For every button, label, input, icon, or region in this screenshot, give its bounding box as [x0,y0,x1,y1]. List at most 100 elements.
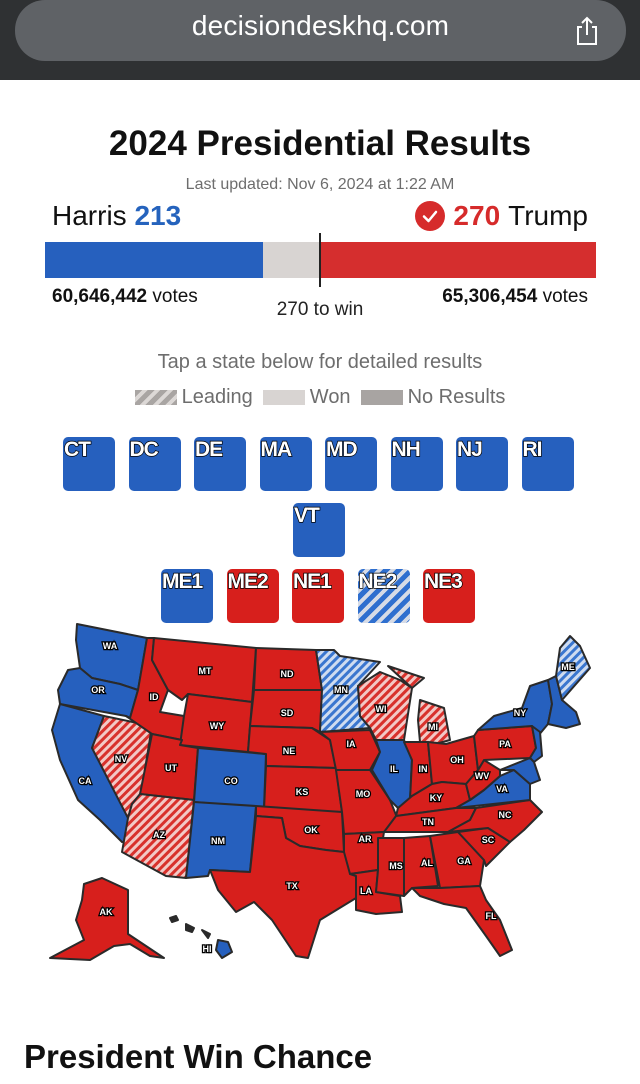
win-chance-heading: President Win Chance [24,1038,373,1075]
tile-ct[interactable]: CT [63,437,115,491]
label-mo: MO [356,789,371,799]
state-nc[interactable] [447,799,543,843]
rep-bar-segment [319,242,596,278]
tile-vt[interactable]: VT [293,503,345,557]
label-co: CO [224,776,238,786]
instructions: Tap a state below for detailed results [157,351,483,373]
label-nm: NM [211,836,225,846]
label-nd: ND [281,669,294,679]
label-ut: UT [165,763,177,773]
dem-candidate: Harris 213 [52,200,181,232]
tile-label: MD [325,437,358,461]
dem-name: Harris [52,200,127,231]
label-ky: KY [430,793,443,803]
browser-toolbar: decisiondeskhq.com [0,0,640,80]
state-fl[interactable] [411,885,513,957]
tile-row-2: VT [293,503,345,557]
striped-swatch [134,390,177,405]
page-title: 2024 Presidential Results [108,124,532,163]
rep-name: Trump [508,200,588,231]
label-me: ME [561,662,575,672]
label-ia: IA [347,739,357,749]
tile-ne1[interactable]: NE1 [292,569,344,623]
rep-popular-votes: 65,306,454 votes [442,286,588,308]
tile-label: DE [194,437,224,461]
rep-candidate: 270 Trump [415,200,588,232]
uncalled-bar-segment [263,242,319,278]
label-fl: FL [486,911,497,921]
label-in: IN [419,764,428,774]
tile-ri[interactable]: RI [521,437,574,491]
tile-md[interactable]: MD [325,437,377,491]
rep-votes-count: 65,306,454 [442,286,538,307]
label-tn: TN [422,817,434,827]
dem-bar-segment [45,242,263,278]
label-ok: OK [304,825,318,835]
label-ga: GA [457,856,471,866]
check-circle-icon [415,201,446,231]
label-az: AZ [153,830,165,840]
rep-votes-label: votes [542,286,588,307]
label-mi: MI [428,722,438,732]
label-ar: AR [359,834,372,844]
tile-label: NE3 [423,569,463,593]
tile-label: NE2 [358,569,398,593]
tile-dc[interactable]: DC [128,437,181,491]
light-swatch [262,390,305,405]
label-ne: NE [283,746,296,756]
tile-me2[interactable]: ME2 [226,569,279,623]
tile-label: NJ [456,437,483,461]
tile-de[interactable]: DE [194,437,246,491]
label-sc: SC [482,835,495,845]
label-wv: WV [475,771,490,781]
label-id: ID [150,692,160,702]
dem-votes-label: votes [152,286,198,307]
label-mt: MT [199,666,212,676]
label-pa: PA [499,739,511,749]
win-threshold-marker [319,233,321,287]
label-sd: SD [281,708,294,718]
label-ak: AK [100,907,113,917]
label-al: AL [421,858,433,868]
label-or: OR [91,685,105,695]
tile-nj[interactable]: NJ [456,437,508,491]
label-ms: MS [389,861,403,871]
legend-label: Leading [181,386,253,408]
label-ks: KS [296,787,309,797]
tile-label: NH [391,437,422,461]
electoral-vote-bar [45,242,596,278]
address-bar[interactable]: decisiondeskhq.com [15,0,626,61]
tile-ma[interactable]: MA [259,437,312,491]
legend-label: No Results [407,386,506,408]
label-wi: WI [376,704,387,714]
us-electoral-map: WA OR CA NV ID MT WY UT AZ CO NM ND SD N… [49,623,591,961]
state-tx[interactable] [209,815,357,959]
label-mn: MN [334,685,348,695]
tile-nh[interactable]: NH [390,437,443,491]
state-ms[interactable] [375,837,405,897]
dem-votes-count: 60,646,442 [52,286,148,307]
legend-label: Won [309,386,351,408]
tile-row-1: CT DC DE MA MD NH NJ RI [63,437,574,491]
state-me[interactable] [555,635,591,701]
tile-ne3[interactable]: NE3 [423,569,475,623]
tile-label: NE1 [292,569,332,593]
tile-label: CT [63,437,91,461]
tile-label: VT [293,503,320,527]
state-hi[interactable] [215,939,233,959]
label-wy: WY [210,721,225,731]
label-nv: NV [115,754,128,764]
tile-label: ME2 [227,569,270,593]
rep-electoral-votes: 270 [453,200,501,231]
legend-leading: Leading [134,386,253,409]
label-ca: CA [79,776,92,786]
tile-ne2[interactable]: NE2 [357,569,410,623]
tile-label: RI [522,437,543,461]
label-oh: OH [450,755,464,765]
state-md-de[interactable] [499,757,541,785]
share-icon[interactable] [574,16,600,46]
last-updated: Last updated: Nov 6, 2024 at 1:22 AM [185,176,455,193]
tile-me1[interactable]: ME1 [161,569,213,623]
state-ak[interactable] [49,877,165,961]
label-il: IL [390,764,399,774]
